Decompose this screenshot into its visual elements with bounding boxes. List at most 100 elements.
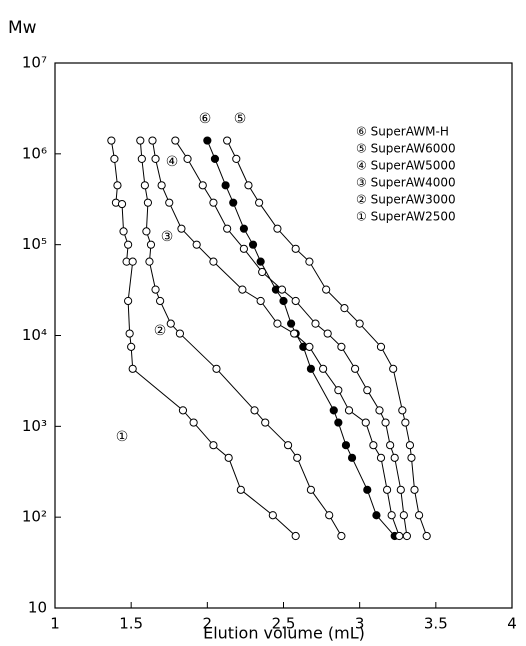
data-point (293, 453, 302, 462)
x-tick-label: 3.5 (424, 615, 448, 633)
y-tick-label: 10⁵ (22, 235, 47, 253)
y-tick-label: 10 (28, 599, 47, 617)
data-point (273, 319, 282, 328)
x-tick-label: 2.5 (272, 615, 296, 633)
data-point (248, 240, 258, 249)
data-point (224, 453, 233, 462)
data-point (189, 418, 198, 427)
data-point (192, 240, 201, 249)
data-point (325, 511, 334, 520)
data-point (369, 441, 378, 450)
data-point (376, 342, 386, 351)
data-point (238, 285, 247, 294)
legend-label: ⑤ SuperAW6000 (356, 142, 456, 156)
data-point (323, 329, 332, 338)
x-axis-title: Elution volume (mL) (203, 624, 365, 643)
data-point (305, 342, 314, 351)
data-point (350, 364, 360, 373)
data-point (209, 257, 218, 266)
data-point (236, 485, 245, 494)
data-point (389, 364, 398, 373)
data-point (127, 342, 136, 351)
data-point (398, 406, 407, 415)
data-point (142, 227, 151, 236)
data-point (396, 485, 405, 494)
series-annotation: ④ (166, 154, 179, 170)
data-point (372, 511, 381, 520)
y-tick-label: 10⁷ (22, 54, 47, 72)
data-point (407, 453, 416, 462)
data-point (113, 181, 122, 190)
legend-label: ⑥ SuperAWM-H (356, 125, 449, 139)
data-point (128, 257, 137, 266)
series-annotation: ⑥ (199, 111, 212, 127)
legend-label: ③ SuperAW4000 (356, 176, 456, 190)
data-point (279, 296, 288, 306)
data-point (256, 296, 265, 306)
data-point (151, 285, 160, 294)
data-point (229, 198, 238, 207)
y-axis-title: Mw (8, 18, 37, 38)
data-point (283, 441, 293, 450)
data-point (148, 136, 157, 145)
data-point (166, 319, 175, 328)
data-point (117, 199, 127, 209)
data-point (151, 154, 160, 163)
data-point (250, 406, 259, 415)
data-point (414, 511, 424, 520)
data-point (287, 319, 296, 328)
y-tick-label: 10² (22, 508, 47, 526)
data-point (387, 511, 396, 520)
data-point (340, 304, 349, 313)
data-point (402, 531, 411, 541)
data-point (244, 181, 253, 190)
data-point (390, 453, 399, 462)
data-point (110, 154, 119, 163)
data-point (175, 329, 185, 338)
data-point (376, 453, 386, 462)
data-point (256, 257, 265, 266)
data-point (273, 224, 282, 233)
x-tick-label: 1 (50, 615, 60, 633)
data-point (347, 453, 357, 462)
data-point (107, 136, 116, 145)
data-point (311, 319, 320, 328)
data-point (165, 198, 174, 207)
data-point (239, 224, 248, 233)
data-point (258, 267, 267, 277)
data-point (239, 244, 248, 253)
data-point (306, 485, 316, 494)
data-point (422, 531, 431, 541)
x-tick-label: 3 (355, 615, 365, 633)
x-tick-label: 4 (507, 615, 517, 633)
data-point (291, 244, 300, 253)
data-point (156, 296, 165, 306)
data-point (334, 386, 343, 395)
data-point (177, 224, 186, 233)
data-point (306, 364, 316, 373)
data-point (146, 240, 156, 249)
y-tick-label: 10³ (22, 417, 47, 435)
data-point (171, 136, 180, 145)
data-point (363, 485, 372, 494)
data-point (145, 257, 154, 266)
series-annotation: ⑤ (234, 111, 247, 127)
data-point (128, 364, 137, 373)
data-point (334, 418, 343, 427)
series-annotation: ② (154, 323, 167, 339)
x-tick-label: 1.5 (119, 615, 143, 633)
data-point (355, 319, 364, 328)
y-tick-label: 10⁴ (22, 326, 47, 344)
data-point (381, 418, 390, 427)
data-point (124, 296, 133, 306)
data-point (291, 531, 300, 541)
data-point (268, 511, 277, 520)
data-point (375, 406, 384, 415)
data-point (361, 418, 370, 427)
data-point (125, 329, 134, 338)
data-point (386, 441, 395, 450)
data-point (337, 342, 346, 351)
x-tick-label: 2 (203, 615, 213, 633)
data-point (410, 485, 419, 494)
